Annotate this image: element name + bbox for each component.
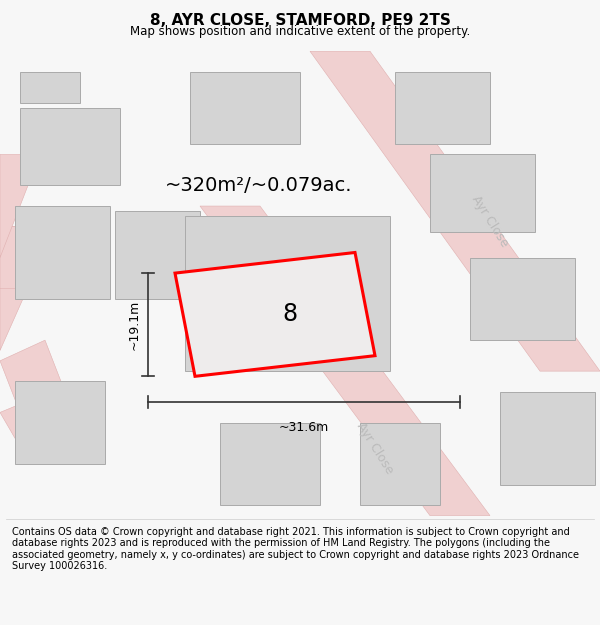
Polygon shape: [175, 253, 375, 376]
Polygon shape: [0, 340, 65, 412]
Polygon shape: [20, 108, 120, 186]
Polygon shape: [0, 227, 60, 289]
Text: Map shows position and indicative extent of the property.: Map shows position and indicative extent…: [130, 26, 470, 39]
Polygon shape: [360, 422, 440, 505]
Polygon shape: [310, 51, 600, 371]
Text: ~320m²/~0.079ac.: ~320m²/~0.079ac.: [165, 176, 353, 195]
Polygon shape: [430, 154, 535, 232]
Text: 8: 8: [283, 302, 298, 326]
Text: Contains OS data © Crown copyright and database right 2021. This information is : Contains OS data © Crown copyright and d…: [12, 526, 579, 571]
Polygon shape: [200, 206, 490, 516]
Polygon shape: [0, 154, 40, 258]
Polygon shape: [190, 72, 300, 144]
Text: Ayr Close: Ayr Close: [469, 193, 511, 249]
Text: ~31.6m: ~31.6m: [279, 421, 329, 434]
Polygon shape: [470, 258, 575, 340]
Polygon shape: [500, 392, 595, 484]
Polygon shape: [0, 392, 80, 464]
Polygon shape: [220, 422, 320, 505]
Text: ~19.1m: ~19.1m: [128, 299, 140, 350]
Polygon shape: [115, 211, 200, 299]
Text: 8, AYR CLOSE, STAMFORD, PE9 2TS: 8, AYR CLOSE, STAMFORD, PE9 2TS: [149, 12, 451, 28]
Text: Ayr Close: Ayr Close: [354, 421, 396, 477]
Polygon shape: [20, 72, 80, 103]
Polygon shape: [15, 381, 105, 464]
Polygon shape: [185, 216, 390, 371]
Polygon shape: [395, 72, 490, 144]
Polygon shape: [15, 206, 110, 299]
Polygon shape: [0, 227, 55, 351]
